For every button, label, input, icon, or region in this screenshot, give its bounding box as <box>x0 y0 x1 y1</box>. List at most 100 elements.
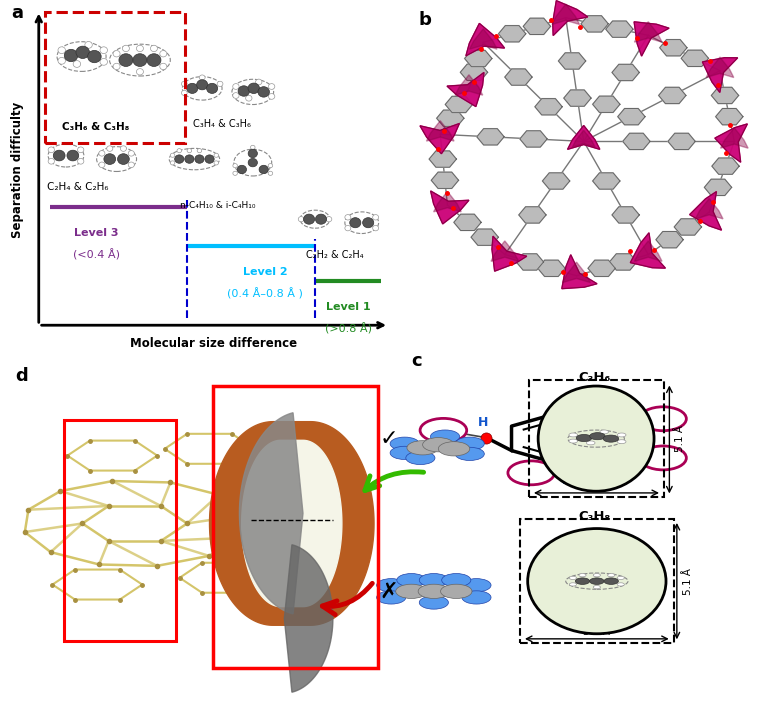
Polygon shape <box>430 191 469 224</box>
Circle shape <box>177 148 182 153</box>
Circle shape <box>104 153 116 165</box>
Polygon shape <box>542 173 570 189</box>
Text: a: a <box>11 4 24 21</box>
Text: H: H <box>478 416 488 429</box>
Text: C₃H₈: C₃H₈ <box>578 510 610 523</box>
Text: C₂H₂ & C₂H₄: C₂H₂ & C₂H₄ <box>306 250 363 259</box>
Text: (0.4 Å–0.8 Å ): (0.4 Å–0.8 Å ) <box>227 288 304 300</box>
Circle shape <box>372 226 378 230</box>
Polygon shape <box>420 124 459 153</box>
Circle shape <box>197 148 201 153</box>
Polygon shape <box>695 199 723 219</box>
Circle shape <box>590 433 605 440</box>
Circle shape <box>397 573 426 587</box>
Polygon shape <box>471 229 498 245</box>
Polygon shape <box>427 121 454 141</box>
Polygon shape <box>552 1 588 35</box>
Text: c: c <box>411 352 422 370</box>
Circle shape <box>133 54 147 66</box>
Polygon shape <box>707 57 734 78</box>
Circle shape <box>607 573 615 577</box>
Circle shape <box>137 45 143 52</box>
Circle shape <box>576 435 592 442</box>
Circle shape <box>569 433 578 437</box>
Circle shape <box>406 451 435 464</box>
Circle shape <box>85 42 92 48</box>
Circle shape <box>53 150 65 161</box>
Polygon shape <box>456 75 483 95</box>
Polygon shape <box>535 98 562 115</box>
Polygon shape <box>668 133 695 150</box>
Text: 4.2 Å: 4.2 Å <box>276 544 307 554</box>
Circle shape <box>137 69 143 75</box>
Text: 5.1 Å: 5.1 Å <box>675 425 685 452</box>
Circle shape <box>617 440 626 443</box>
Circle shape <box>456 448 485 460</box>
Circle shape <box>64 49 78 62</box>
Polygon shape <box>635 22 662 42</box>
Text: C₃H₄ & C₃H₆: C₃H₄ & C₃H₆ <box>193 119 250 129</box>
Circle shape <box>617 583 624 586</box>
Polygon shape <box>593 173 620 189</box>
Circle shape <box>182 81 187 86</box>
Circle shape <box>170 160 175 165</box>
Polygon shape <box>593 96 620 112</box>
Circle shape <box>233 171 237 175</box>
Polygon shape <box>588 260 615 276</box>
Circle shape <box>185 155 194 163</box>
Circle shape <box>246 95 252 101</box>
Circle shape <box>214 153 218 158</box>
Polygon shape <box>446 96 472 112</box>
Circle shape <box>58 47 66 54</box>
Ellipse shape <box>538 386 654 491</box>
Circle shape <box>390 437 419 450</box>
Polygon shape <box>559 53 586 69</box>
Polygon shape <box>681 50 709 66</box>
Circle shape <box>268 171 272 175</box>
Circle shape <box>118 153 129 165</box>
Circle shape <box>199 75 205 80</box>
Polygon shape <box>704 179 732 196</box>
Circle shape <box>113 64 120 70</box>
Circle shape <box>88 50 101 63</box>
Text: 5.1 Å: 5.1 Å <box>683 568 693 595</box>
Text: 5.3 Å: 5.3 Å <box>584 627 610 637</box>
Polygon shape <box>656 231 683 248</box>
Circle shape <box>67 150 79 161</box>
Text: Molecular size difference: Molecular size difference <box>130 337 298 350</box>
Circle shape <box>462 578 491 592</box>
Text: n-C₄H₁₀ & i-C₄H₁₀: n-C₄H₁₀ & i-C₄H₁₀ <box>180 201 256 209</box>
Circle shape <box>269 83 275 89</box>
Polygon shape <box>606 21 633 37</box>
Circle shape <box>639 446 687 470</box>
Circle shape <box>107 146 113 151</box>
Circle shape <box>377 578 406 592</box>
Text: Co: Co <box>436 426 451 436</box>
Polygon shape <box>715 124 748 162</box>
Circle shape <box>569 576 577 580</box>
Polygon shape <box>210 421 374 625</box>
Polygon shape <box>552 4 580 25</box>
Circle shape <box>419 596 449 609</box>
Text: Co: Co <box>655 453 671 463</box>
Circle shape <box>159 64 167 70</box>
Polygon shape <box>618 108 645 125</box>
Ellipse shape <box>528 529 666 633</box>
Circle shape <box>214 160 218 165</box>
Polygon shape <box>433 192 461 212</box>
Polygon shape <box>612 64 639 81</box>
Circle shape <box>569 439 578 443</box>
Circle shape <box>147 54 161 66</box>
Circle shape <box>233 83 239 89</box>
Polygon shape <box>498 25 526 42</box>
Circle shape <box>73 61 81 67</box>
Circle shape <box>233 93 239 98</box>
Circle shape <box>58 57 66 64</box>
Text: C₂H₄ & C₂H₆: C₂H₄ & C₂H₆ <box>47 182 108 192</box>
Circle shape <box>205 155 214 163</box>
Circle shape <box>248 158 257 167</box>
Polygon shape <box>581 16 608 32</box>
Text: (>0.8 Å): (>0.8 Å) <box>324 323 372 335</box>
Circle shape <box>182 90 187 95</box>
Polygon shape <box>610 254 637 270</box>
